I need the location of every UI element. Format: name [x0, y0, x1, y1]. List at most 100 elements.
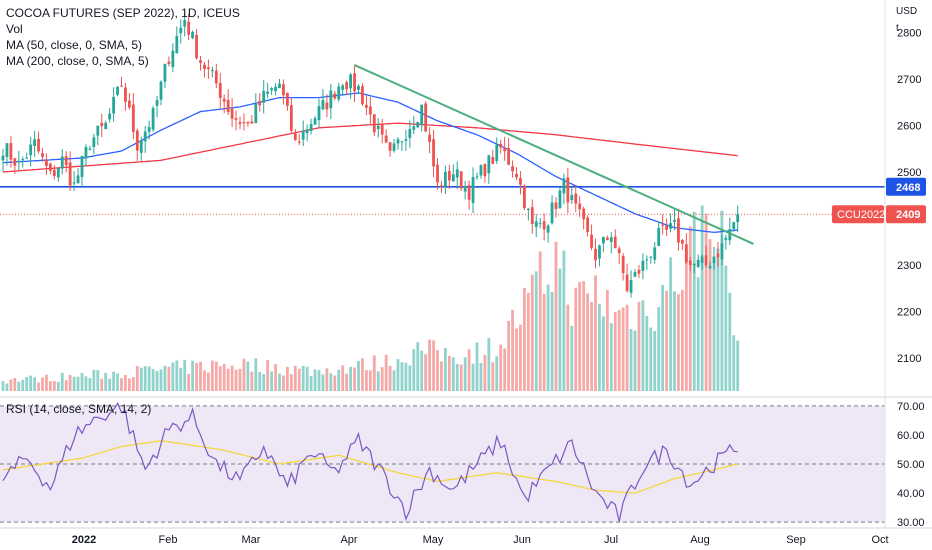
candle-body	[297, 141, 301, 143]
volume-bar	[195, 362, 198, 391]
volume-bar	[151, 369, 155, 391]
candle-body	[76, 175, 80, 184]
volume-bar	[400, 362, 404, 391]
volume-bar	[163, 365, 167, 391]
volume-bar	[455, 364, 459, 391]
volume-bar	[629, 328, 633, 391]
volume-bar	[479, 362, 483, 391]
candle-body	[116, 86, 119, 95]
symbol-tag-label: CCU2022	[837, 209, 885, 221]
volume-bar	[207, 372, 210, 391]
candle-body	[542, 221, 546, 230]
volume-bar	[673, 291, 676, 391]
volume-bar	[700, 205, 704, 391]
candle-body	[270, 88, 273, 91]
volume-bar	[459, 364, 463, 391]
volume-bar	[199, 361, 202, 391]
volume-bar	[258, 371, 262, 391]
volume-bar	[424, 354, 428, 391]
candle-body	[582, 208, 586, 220]
price-tick-label: 2300	[897, 260, 921, 272]
candle-body	[708, 266, 712, 269]
candle-body	[289, 105, 293, 131]
candle-body	[653, 247, 657, 260]
candle-body	[207, 67, 210, 69]
volume-bar	[704, 213, 708, 391]
candle-body	[388, 142, 392, 151]
volume-bar	[692, 211, 696, 391]
volume-bar	[392, 370, 396, 391]
candle-body	[5, 143, 9, 158]
price-tick-label: 2800	[897, 28, 921, 40]
volume-bar	[665, 290, 668, 391]
candle-body	[262, 90, 266, 103]
candle-body	[329, 90, 333, 109]
volume-bar	[289, 374, 293, 391]
volume-bar	[653, 330, 657, 391]
volume-bar	[436, 350, 439, 391]
candle-body	[499, 143, 503, 148]
volume-bar	[444, 348, 447, 391]
candle-body	[9, 143, 13, 160]
volume-bar	[483, 354, 487, 391]
volume-bar	[507, 320, 510, 391]
support-price-tag-label: 2468	[896, 182, 920, 194]
volume-bar	[657, 307, 661, 391]
volume-bar	[621, 307, 625, 391]
price-pane	[0, 12, 932, 398]
candle-body	[266, 91, 270, 94]
volume-bar	[317, 370, 321, 391]
candle-body	[274, 86, 277, 92]
candle-body	[420, 104, 424, 125]
volume-bar	[92, 369, 96, 391]
volume-bar	[736, 340, 740, 391]
time-tick-label: Apr	[340, 534, 357, 546]
volume-bar	[341, 365, 345, 391]
volume-bar	[357, 360, 360, 391]
candle-body	[147, 126, 151, 132]
volume-bar	[333, 375, 337, 391]
candle-body	[598, 245, 601, 259]
volume-bar	[491, 362, 495, 391]
candle-body	[128, 100, 131, 108]
volume-bar	[566, 304, 570, 391]
volume-bar	[388, 365, 392, 391]
candle-body	[301, 130, 305, 140]
volume-bar	[230, 365, 234, 391]
time-tick-label: Jul	[604, 534, 618, 546]
volume-bar	[155, 371, 159, 391]
volume-bar	[266, 360, 270, 391]
candle-body	[309, 123, 313, 131]
candle-body	[700, 256, 704, 264]
volume-bar	[534, 271, 538, 391]
volume-bar	[96, 369, 100, 391]
candle-body	[25, 157, 29, 159]
volume-bar	[246, 361, 250, 391]
volume-bar	[80, 372, 84, 391]
candle-body	[345, 82, 349, 90]
candle-body	[278, 83, 281, 89]
candle-body	[108, 113, 112, 120]
price-tick-label: 2600	[897, 120, 921, 132]
volume-bar	[250, 371, 254, 391]
candle-body	[424, 103, 428, 132]
currency-label: USD	[896, 6, 917, 17]
volume-bar	[139, 367, 143, 391]
candle-body	[408, 128, 412, 139]
candle-body	[590, 234, 593, 248]
candle-body	[246, 121, 250, 124]
candle-body	[625, 274, 629, 291]
candle-body	[179, 27, 183, 34]
candle-body	[692, 263, 696, 266]
volume-bar	[21, 379, 25, 391]
ma200-line	[2, 122, 738, 173]
candle-body	[376, 125, 380, 129]
chart-title: COCOA FUTURES (SEP 2022), 1D, ICEUS	[6, 6, 240, 20]
time-tick-label: Sep	[786, 534, 806, 546]
volume-bar	[293, 365, 297, 391]
volume-bar	[309, 375, 313, 391]
volume-bar	[349, 366, 352, 391]
candle-body	[139, 140, 143, 153]
volume-bar	[467, 349, 471, 391]
symbol-tag	[832, 205, 884, 224]
